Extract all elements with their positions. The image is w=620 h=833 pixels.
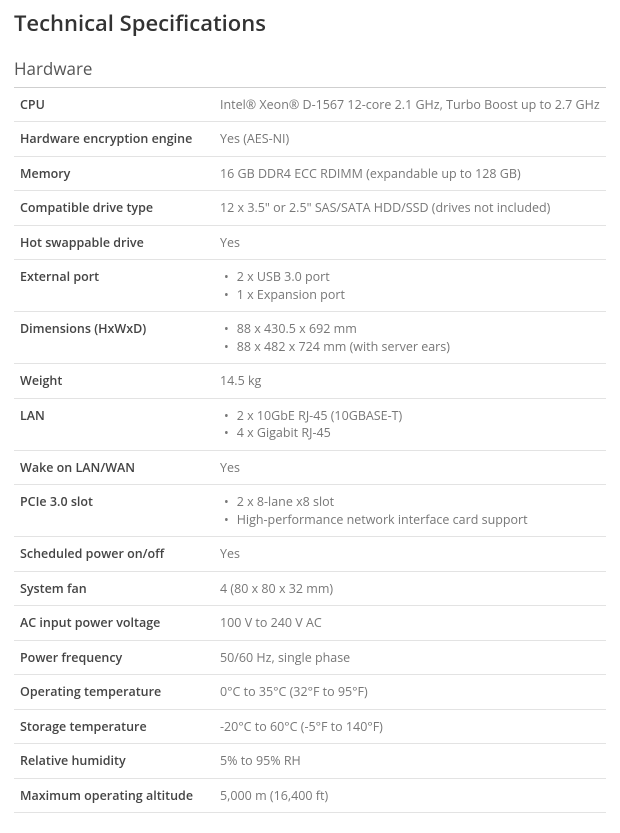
spec-label: System fan [14,571,214,606]
spec-row: Power frequency50/60 Hz, single phase [14,640,606,675]
spec-value: 5% to 95% RH [214,744,606,779]
spec-value: 16 GB DDR4 ECC RDIMM (expandable up to 1… [214,156,606,191]
spec-value-list: 88 x 430.5 x 692 mm88 x 482 x 724 mm (wi… [220,320,600,355]
spec-label: AC input power voltage [14,606,214,641]
spec-value: 5,000 m (16,400 ft) [214,778,606,813]
spec-value: Intel® Xeon® D-1567 12-core 2.1 GHz, Tur… [214,88,606,122]
spec-row: AC input power voltage100 V to 240 V AC [14,606,606,641]
spec-row: LAN2 x 10GbE RJ-45 (10GBASE-T)4 x Gigabi… [14,398,606,450]
spec-label: LAN [14,398,214,450]
spec-label: Memory [14,156,214,191]
spec-value: 2 x USB 3.0 port1 x Expansion port [214,260,606,312]
spec-value-list: 2 x 10GbE RJ-45 (10GBASE-T)4 x Gigabit R… [220,407,600,442]
spec-row: Operating temperature0°C to 35°C (32°F t… [14,675,606,710]
spec-value: 88 x 430.5 x 692 mm88 x 482 x 724 mm (wi… [214,312,606,364]
spec-label: PCIe 3.0 slot [14,485,214,537]
spec-value: 4 (80 x 80 x 32 mm) [214,571,606,606]
spec-row: Compatible drive type12 x 3.5" or 2.5" S… [14,191,606,226]
spec-label: Dimensions (HxWxD) [14,312,214,364]
spec-value-list: 2 x USB 3.0 port1 x Expansion port [220,268,600,303]
spec-row: System fan4 (80 x 80 x 32 mm) [14,571,606,606]
spec-label: Compatible drive type [14,191,214,226]
spec-value: Yes [214,450,606,485]
spec-row: Storage temperature-20°C to 60°C (-5°F t… [14,709,606,744]
spec-label: Relative humidity [14,744,214,779]
page-title: Technical Specifications [14,8,606,39]
spec-row: Scheduled power on/offYes [14,537,606,572]
spec-label: Hot swappable drive [14,225,214,260]
spec-value: Yes (AES-NI) [214,122,606,157]
spec-row: Weight14.5 kg [14,364,606,399]
spec-label: Wake on LAN/WAN [14,450,214,485]
spec-row: Hot swappable driveYes [14,225,606,260]
spec-label: Maximum operating altitude [14,778,214,813]
spec-value-list-item: 88 x 430.5 x 692 mm [224,320,600,338]
spec-value: -20°C to 60°C (-5°F to 140°F) [214,709,606,744]
spec-value-list-item: 1 x Expansion port [224,286,600,304]
spec-label: CPU [14,88,214,122]
spec-value-list-item: High-performance network interface card … [224,511,600,529]
spec-row: Dimensions (HxWxD)88 x 430.5 x 692 mm88 … [14,312,606,364]
spec-value-list-item: 2 x 10GbE RJ-45 (10GBASE-T) [224,407,600,425]
spec-value-list-item: 2 x USB 3.0 port [224,268,600,286]
section-title: Hardware [14,57,606,88]
spec-label: Hardware encryption engine [14,122,214,157]
spec-label: Operating temperature [14,675,214,710]
spec-value-list-item: 88 x 482 x 724 mm (with server ears) [224,338,600,356]
spec-value: Yes [214,225,606,260]
spec-table: CPUIntel® Xeon® D-1567 12-core 2.1 GHz, … [14,88,606,814]
spec-row: CPUIntel® Xeon® D-1567 12-core 2.1 GHz, … [14,88,606,122]
spec-row: Maximum operating altitude5,000 m (16,40… [14,778,606,813]
spec-value: Yes [214,537,606,572]
spec-value: 2 x 8-lane x8 slotHigh-performance netwo… [214,485,606,537]
spec-row: Relative humidity5% to 95% RH [14,744,606,779]
spec-table-body: CPUIntel® Xeon® D-1567 12-core 2.1 GHz, … [14,88,606,813]
spec-row: Hardware encryption engineYes (AES-NI) [14,122,606,157]
spec-value: 2 x 10GbE RJ-45 (10GBASE-T)4 x Gigabit R… [214,398,606,450]
spec-value-list: 2 x 8-lane x8 slotHigh-performance netwo… [220,493,600,528]
spec-value: 12 x 3.5" or 2.5" SAS/SATA HDD/SSD (driv… [214,191,606,226]
spec-row: External port2 x USB 3.0 port1 x Expansi… [14,260,606,312]
spec-label: Storage temperature [14,709,214,744]
spec-label: Scheduled power on/off [14,537,214,572]
spec-row: Memory16 GB DDR4 ECC RDIMM (expandable u… [14,156,606,191]
spec-row: Wake on LAN/WANYes [14,450,606,485]
spec-value: 14.5 kg [214,364,606,399]
spec-label: External port [14,260,214,312]
spec-value: 0°C to 35°C (32°F to 95°F) [214,675,606,710]
spec-value: 100 V to 240 V AC [214,606,606,641]
spec-row: PCIe 3.0 slot2 x 8-lane x8 slotHigh-perf… [14,485,606,537]
spec-value-list-item: 2 x 8-lane x8 slot [224,493,600,511]
spec-value-list-item: 4 x Gigabit RJ-45 [224,424,600,442]
spec-label: Power frequency [14,640,214,675]
spec-label: Weight [14,364,214,399]
spec-value: 50/60 Hz, single phase [214,640,606,675]
